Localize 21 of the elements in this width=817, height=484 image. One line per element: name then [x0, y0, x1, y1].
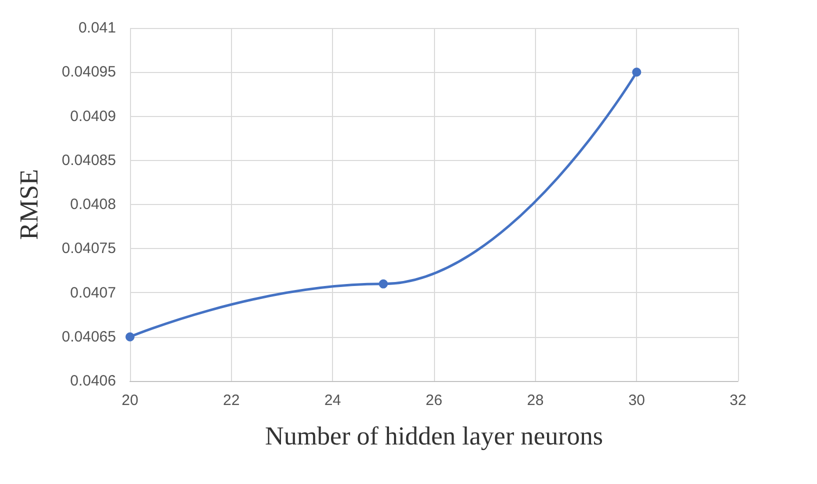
x-tick-label: 24: [324, 392, 342, 409]
x-tick-label: 20: [122, 392, 138, 409]
x-tick-label: 30: [628, 392, 646, 409]
x-tick-label: 32: [730, 392, 746, 409]
point: [632, 68, 642, 77]
y-tick-label: 0.04075: [62, 240, 116, 258]
x-axis-title: Number of hidden layer neurons: [265, 422, 603, 450]
x-tick-label: 28: [526, 392, 544, 409]
x-tick-label: 22: [222, 392, 240, 409]
y-tick-label: 0.0406: [70, 372, 116, 390]
y-tick-label: 0.04085: [62, 152, 116, 169]
point: [126, 332, 134, 342]
x-tick-label: 26: [426, 392, 442, 409]
y-tick-label: 0.041: [78, 20, 116, 36]
y-tick-label: 0.0409: [70, 108, 116, 125]
y-tick-label: 0.0408: [70, 196, 116, 213]
y-tick-label: 0.04095: [62, 64, 116, 81]
y-axis-title: RMSE: [14, 169, 44, 240]
point: [378, 279, 388, 288]
y-tick-label: 0.0407: [70, 284, 116, 302]
y-tick-label: 0.04065: [62, 328, 116, 346]
